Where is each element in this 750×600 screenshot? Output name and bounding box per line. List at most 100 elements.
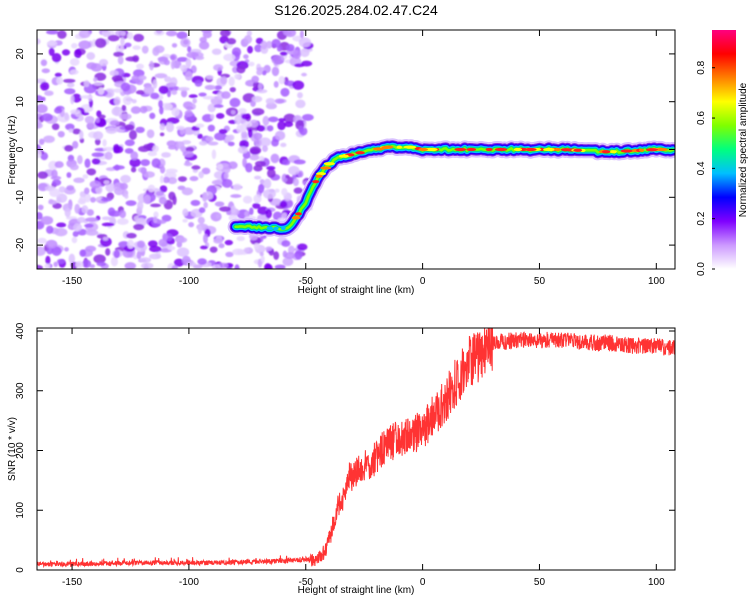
snr-ytick-label: 300 [15, 382, 26, 399]
spectrogram-xtick-label: 0 [420, 276, 426, 287]
ridge-hotspot [355, 151, 365, 155]
noise-blob [171, 264, 179, 269]
noise-blob [292, 49, 302, 60]
noise-blob [109, 120, 120, 126]
noise-blob [182, 150, 194, 158]
noise-blob [186, 261, 197, 267]
noise-blob [190, 199, 201, 207]
noise-blob [124, 148, 134, 154]
snr-ytick-label: 0 [15, 567, 26, 573]
spectrogram-xtick-label: -50 [299, 276, 314, 287]
noise-blob [139, 105, 148, 114]
noise-blob [45, 239, 58, 249]
noise-blob [120, 82, 131, 92]
noise-blob [100, 197, 112, 202]
noise-blob [170, 60, 176, 70]
noise-blob [79, 130, 84, 140]
noise-blob [86, 52, 96, 60]
noise-blob [218, 129, 228, 134]
noise-blob [280, 87, 290, 97]
ridge-hotspot [485, 147, 493, 152]
noise-blob [51, 246, 62, 256]
noise-blob [140, 159, 151, 167]
noise-blob [279, 200, 288, 208]
noise-blob [146, 129, 155, 139]
noise-blob [271, 38, 281, 48]
noise-blob [73, 223, 83, 232]
noise-blob [188, 94, 198, 99]
noise-blob [251, 75, 260, 83]
noise-blob [154, 219, 167, 224]
noise-blob [78, 196, 86, 204]
noise-blob [258, 155, 265, 162]
noise-blob [270, 153, 280, 164]
noise-blob [130, 151, 139, 161]
noise-blob [197, 133, 203, 139]
noise-blob [257, 82, 263, 91]
noise-blob [254, 160, 266, 167]
noise-blob [198, 41, 210, 50]
noise-blob [198, 171, 204, 179]
noise-blob [229, 86, 236, 93]
noise-blob [48, 199, 54, 204]
ridge-hotspot [602, 150, 611, 154]
noise-blob [219, 30, 231, 37]
noise-blob [177, 176, 187, 182]
noise-blob [265, 246, 273, 252]
noise-blob [265, 97, 276, 105]
noise-blob [93, 131, 104, 140]
noise-blob [96, 261, 107, 267]
ridge-hotspot [315, 174, 323, 178]
noise-blob [113, 51, 124, 57]
noise-blob [159, 166, 166, 174]
noise-blob [150, 92, 160, 100]
noise-blob [283, 113, 296, 123]
noise-blob [288, 165, 300, 176]
noise-blob [201, 167, 211, 175]
noise-blob [119, 113, 132, 120]
noise-blob [167, 245, 176, 251]
noise-blob [262, 145, 268, 152]
colorbar-strip [712, 30, 736, 269]
noise-blob [197, 225, 202, 235]
noise-blob [188, 222, 195, 228]
noise-blob [209, 246, 218, 253]
noise-blob [158, 99, 163, 109]
noise-blob [192, 98, 197, 104]
noise-blob [94, 38, 107, 48]
noise-blob [167, 145, 177, 150]
noise-blob [274, 188, 280, 193]
noise-blob [285, 174, 290, 179]
noise-blob [82, 174, 89, 179]
noise-blob [249, 146, 262, 155]
noise-blob [285, 43, 295, 52]
noise-blob [191, 165, 201, 170]
colorbar-tick-label: 0.6 [696, 111, 707, 125]
snr-panel: -150 -100 -50 0 50 100 0 100 200 300 400 Height o… [7, 322, 676, 596]
noise-blob [236, 65, 246, 74]
noise-blob [224, 239, 233, 246]
noise-blob [101, 216, 112, 221]
noise-blob [274, 98, 285, 104]
noise-blob [136, 63, 145, 70]
noise-blob [149, 245, 162, 253]
noise-blob [166, 140, 177, 147]
noise-blob [104, 151, 113, 160]
noise-blob [281, 212, 288, 220]
spectrogram-x-label: Height of straight line (km) [298, 285, 415, 296]
noise-blob [226, 38, 237, 45]
ridge-hotspot [639, 148, 645, 152]
noise-blob [299, 30, 304, 39]
noise-blob [124, 42, 132, 48]
noise-blob [56, 197, 62, 203]
noise-blob [37, 122, 43, 129]
ridge-hotspot [543, 147, 556, 152]
noise-blob [158, 85, 169, 95]
noise-blob [214, 201, 225, 207]
noise-blob [119, 210, 127, 219]
noise-blob [149, 253, 162, 260]
noise-blob [147, 151, 157, 157]
figure-title: S126.2025.284.02.47.C24 [274, 2, 438, 18]
noise-blob [181, 187, 194, 196]
noise-blob [79, 191, 86, 198]
